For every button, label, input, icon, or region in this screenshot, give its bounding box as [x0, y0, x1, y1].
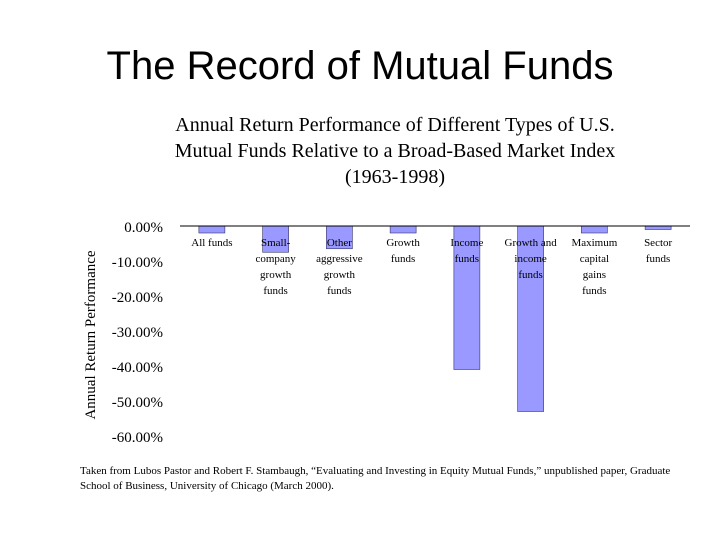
bar [198, 225, 226, 234]
bar [453, 225, 481, 370]
bar [581, 225, 608, 234]
bar [644, 225, 672, 230]
category-label: Maximum capital gains funds [571, 237, 617, 297]
source-note: Taken from Lubos Pastor and Robert F. St… [80, 465, 671, 492]
slide-title: The Record of Mutual Funds [106, 44, 614, 88]
y-tick-label: 0.00% [124, 220, 163, 236]
category-label: Growth and income funds [505, 237, 558, 281]
category-label: Growth funds [386, 237, 420, 265]
category-label: Small-company growth funds [255, 237, 296, 297]
y-tick-label: -50.00% [112, 395, 163, 411]
category-label: All funds [191, 237, 232, 249]
bar [517, 225, 544, 412]
bar [389, 225, 417, 234]
category-label: Income funds [450, 237, 483, 265]
y-tick-label: -10.00% [112, 255, 163, 271]
chart-title: Annual Return Performance of Different T… [174, 114, 616, 188]
category-label: Sector funds [644, 237, 672, 265]
category-label: Other aggressive growth funds [316, 237, 363, 297]
y-tick-label: -40.00% [112, 360, 163, 376]
y-tick-label: -30.00% [112, 325, 163, 341]
y-tick-label: -20.00% [112, 290, 163, 306]
y-axis-label: Annual Return Performance [83, 250, 99, 419]
bar [262, 225, 289, 253]
y-tick-label: -60.00% [112, 430, 163, 446]
